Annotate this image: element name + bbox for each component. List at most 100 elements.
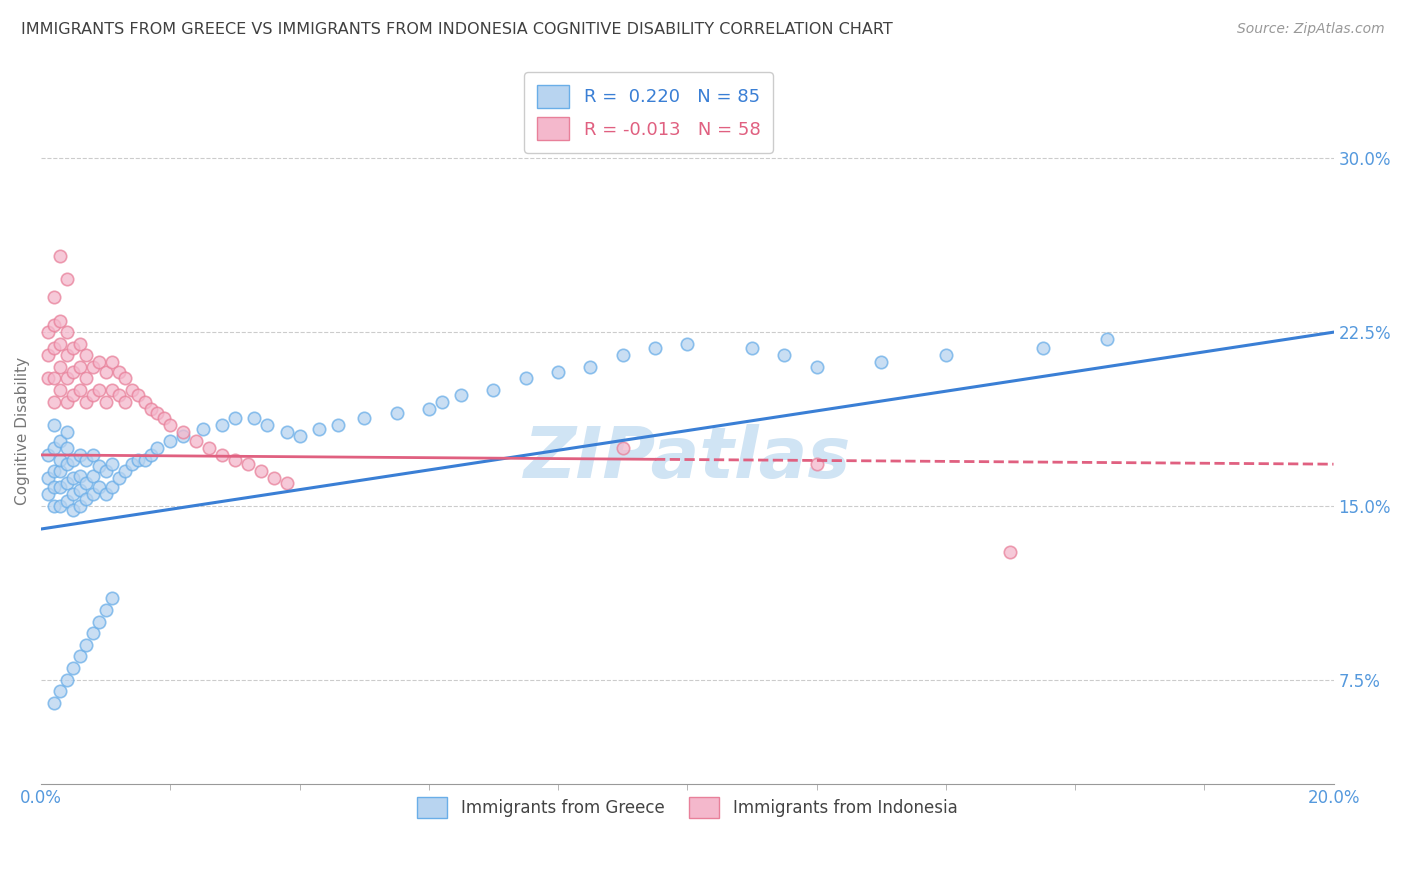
Point bbox=[172, 429, 194, 443]
Point bbox=[579, 359, 602, 374]
Point bbox=[49, 249, 72, 263]
Point bbox=[159, 434, 181, 448]
Point bbox=[94, 394, 117, 409]
Point bbox=[42, 696, 65, 710]
Point bbox=[139, 401, 162, 416]
Point bbox=[1000, 545, 1022, 559]
Point bbox=[49, 434, 72, 448]
Point bbox=[37, 325, 59, 339]
Point bbox=[75, 491, 97, 506]
Point bbox=[94, 365, 117, 379]
Point bbox=[134, 394, 156, 409]
Point bbox=[224, 452, 246, 467]
Point bbox=[62, 661, 84, 675]
Point bbox=[69, 468, 91, 483]
Point bbox=[56, 457, 79, 471]
Point bbox=[82, 468, 104, 483]
Point bbox=[612, 348, 634, 362]
Point bbox=[82, 387, 104, 401]
Point bbox=[82, 487, 104, 501]
Point bbox=[198, 441, 221, 455]
Point bbox=[870, 355, 893, 369]
Point bbox=[56, 394, 79, 409]
Point bbox=[62, 387, 84, 401]
Point bbox=[37, 371, 59, 385]
Point bbox=[107, 387, 129, 401]
Point bbox=[547, 365, 569, 379]
Point bbox=[773, 348, 796, 362]
Point bbox=[515, 371, 537, 385]
Point bbox=[62, 342, 84, 356]
Point bbox=[191, 422, 214, 436]
Point bbox=[89, 615, 111, 629]
Point bbox=[49, 499, 72, 513]
Point bbox=[430, 394, 453, 409]
Point bbox=[276, 425, 298, 439]
Point bbox=[101, 383, 124, 397]
Point bbox=[250, 464, 273, 478]
Point bbox=[243, 410, 266, 425]
Point bbox=[49, 313, 72, 327]
Point bbox=[676, 336, 699, 351]
Point bbox=[69, 448, 91, 462]
Point bbox=[101, 457, 124, 471]
Point bbox=[69, 483, 91, 497]
Point bbox=[56, 272, 79, 286]
Point bbox=[42, 417, 65, 432]
Point bbox=[69, 649, 91, 664]
Point bbox=[89, 355, 111, 369]
Point bbox=[75, 348, 97, 362]
Point bbox=[121, 383, 143, 397]
Point bbox=[107, 365, 129, 379]
Point bbox=[211, 448, 233, 462]
Point bbox=[56, 673, 79, 687]
Point bbox=[37, 348, 59, 362]
Point bbox=[75, 638, 97, 652]
Point bbox=[75, 394, 97, 409]
Point bbox=[256, 417, 278, 432]
Point bbox=[56, 475, 79, 490]
Point bbox=[1032, 342, 1054, 356]
Point bbox=[612, 441, 634, 455]
Point bbox=[82, 626, 104, 640]
Point bbox=[385, 406, 408, 420]
Point bbox=[806, 457, 828, 471]
Point bbox=[89, 480, 111, 494]
Point bbox=[94, 464, 117, 478]
Point bbox=[42, 342, 65, 356]
Point bbox=[56, 325, 79, 339]
Point bbox=[806, 359, 828, 374]
Point bbox=[101, 480, 124, 494]
Legend: Immigrants from Greece, Immigrants from Indonesia: Immigrants from Greece, Immigrants from … bbox=[411, 790, 965, 825]
Point bbox=[186, 434, 208, 448]
Point bbox=[49, 464, 72, 478]
Point bbox=[224, 410, 246, 425]
Point bbox=[37, 487, 59, 501]
Point bbox=[482, 383, 505, 397]
Point bbox=[42, 290, 65, 304]
Point bbox=[153, 410, 176, 425]
Point bbox=[114, 371, 136, 385]
Point bbox=[49, 452, 72, 467]
Point bbox=[741, 342, 763, 356]
Point bbox=[935, 348, 957, 362]
Point bbox=[75, 452, 97, 467]
Point bbox=[75, 475, 97, 490]
Point bbox=[49, 383, 72, 397]
Point bbox=[42, 480, 65, 494]
Point bbox=[37, 471, 59, 485]
Point bbox=[276, 475, 298, 490]
Point bbox=[37, 448, 59, 462]
Point bbox=[94, 487, 117, 501]
Point bbox=[1097, 332, 1119, 346]
Point bbox=[69, 499, 91, 513]
Point bbox=[56, 371, 79, 385]
Point bbox=[172, 425, 194, 439]
Point bbox=[211, 417, 233, 432]
Point bbox=[114, 394, 136, 409]
Point bbox=[42, 464, 65, 478]
Point bbox=[42, 394, 65, 409]
Point bbox=[56, 348, 79, 362]
Point bbox=[89, 459, 111, 474]
Point bbox=[49, 480, 72, 494]
